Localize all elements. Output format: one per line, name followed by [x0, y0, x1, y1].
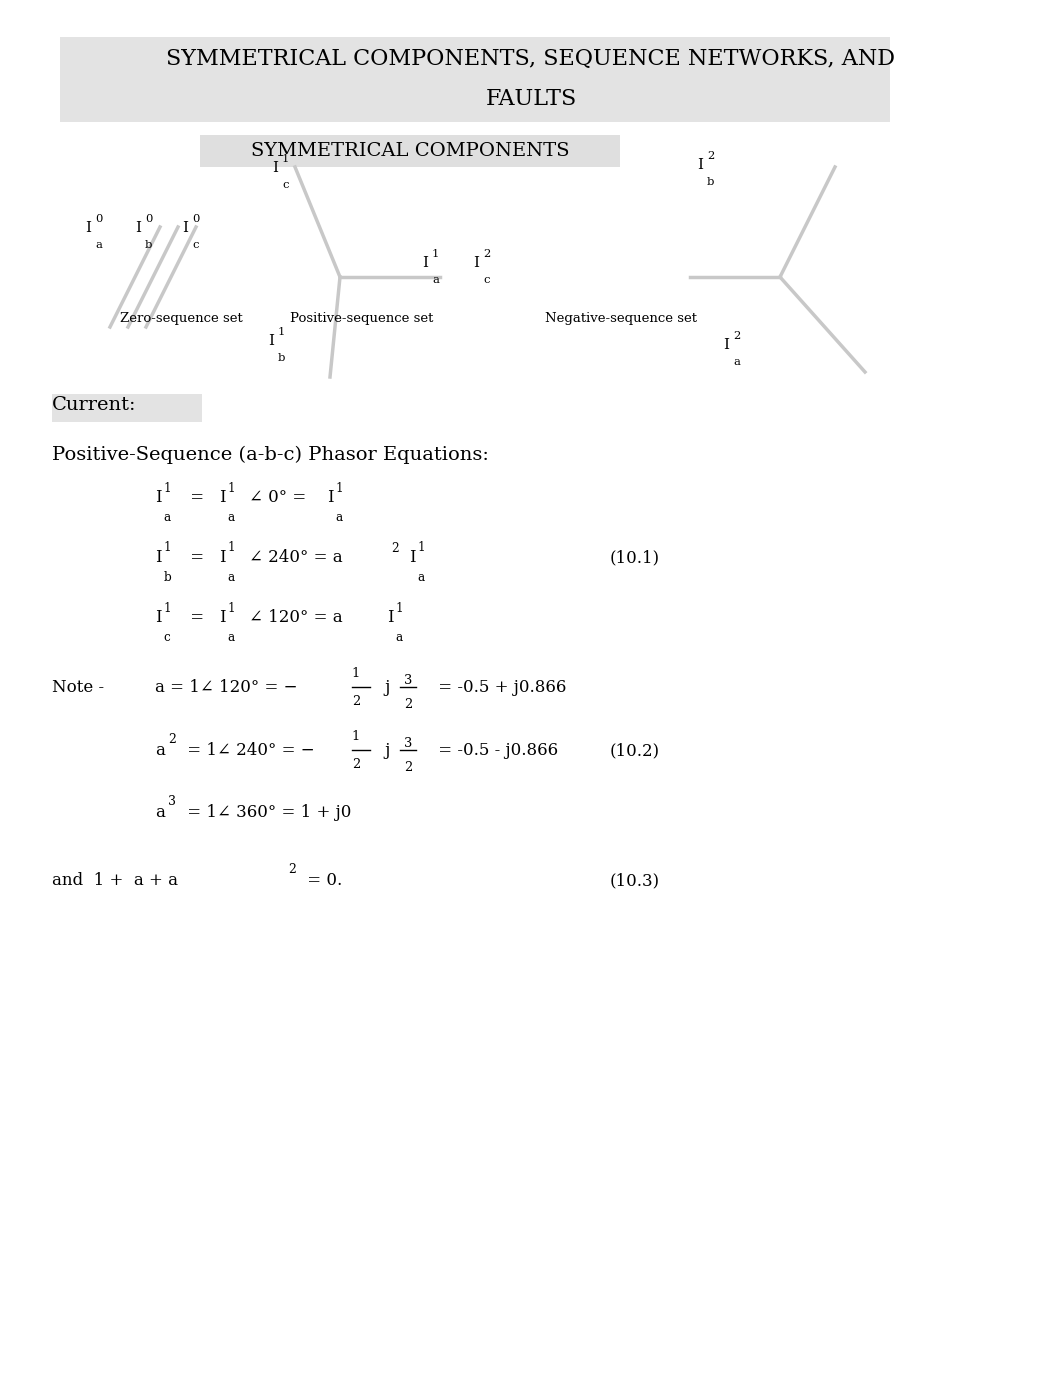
Text: 2: 2	[404, 761, 412, 774]
Text: I: I	[387, 609, 394, 627]
Text: 1: 1	[278, 326, 286, 337]
Text: I: I	[155, 489, 161, 505]
Text: 2: 2	[391, 543, 398, 555]
FancyBboxPatch shape	[200, 135, 620, 167]
Text: (10.2): (10.2)	[610, 742, 661, 759]
Text: Note -: Note -	[52, 679, 104, 695]
Text: a: a	[155, 804, 165, 821]
Text: I: I	[85, 220, 91, 235]
Text: =: =	[185, 609, 209, 627]
Text: 3: 3	[404, 737, 412, 750]
Text: 1: 1	[164, 602, 171, 614]
Text: I: I	[182, 220, 188, 235]
Text: I: I	[219, 549, 225, 566]
Text: 1: 1	[352, 666, 360, 680]
Text: I: I	[327, 489, 333, 505]
Text: I: I	[219, 489, 225, 505]
Text: 1: 1	[352, 730, 360, 744]
Text: 2: 2	[288, 863, 296, 876]
Text: = 0.: = 0.	[302, 872, 342, 890]
Text: Positive-Sequence (a-b-c) Phasor Equations:: Positive-Sequence (a-b-c) Phasor Equatio…	[52, 446, 489, 464]
Text: I: I	[473, 256, 479, 270]
Text: j: j	[380, 742, 396, 759]
FancyBboxPatch shape	[59, 37, 890, 123]
Text: I: I	[422, 256, 428, 270]
Text: a: a	[227, 571, 235, 584]
Text: b: b	[278, 353, 286, 364]
Text: 1: 1	[432, 249, 440, 259]
Text: c: c	[192, 240, 199, 251]
Text: =: =	[185, 549, 209, 566]
Text: I: I	[272, 161, 278, 175]
Text: 2: 2	[352, 757, 360, 771]
Text: 2: 2	[707, 151, 715, 161]
Text: I: I	[268, 335, 274, 348]
Text: 1: 1	[417, 541, 425, 555]
Text: 1: 1	[227, 541, 235, 555]
Text: Current:: Current:	[52, 397, 137, 414]
Text: 2: 2	[404, 698, 412, 711]
Text: 2: 2	[733, 330, 740, 341]
Text: c: c	[164, 631, 170, 644]
Text: b: b	[164, 571, 171, 584]
Text: I: I	[155, 609, 161, 627]
Text: 0: 0	[145, 213, 152, 224]
Text: I: I	[155, 549, 161, 566]
Text: c: c	[282, 180, 289, 190]
Text: = 1∠ 240° = −: = 1∠ 240° = −	[182, 742, 314, 759]
Text: a: a	[733, 357, 740, 368]
Text: b: b	[707, 178, 715, 187]
Text: b: b	[145, 240, 152, 251]
Text: c: c	[483, 275, 490, 285]
Text: a = 1∠ 120° = −: a = 1∠ 120° = −	[155, 679, 297, 695]
Text: 1: 1	[227, 602, 235, 614]
Text: a: a	[227, 511, 235, 525]
Text: and  1 +  a + a: and 1 + a + a	[52, 872, 178, 890]
Text: ∠ 120° = a: ∠ 120° = a	[249, 609, 343, 627]
Text: 1: 1	[395, 602, 404, 614]
Text: 2: 2	[168, 733, 176, 746]
Text: FAULTS: FAULTS	[485, 88, 577, 110]
Text: a: a	[227, 631, 235, 644]
Text: 3: 3	[404, 673, 412, 687]
Text: a: a	[417, 571, 425, 584]
Text: a: a	[395, 631, 402, 644]
Text: 2: 2	[352, 695, 360, 708]
Text: (10.1): (10.1)	[610, 549, 661, 566]
Text: I: I	[135, 220, 141, 235]
Text: Negative-sequence set: Negative-sequence set	[545, 313, 697, 325]
Text: ∠ 0° =: ∠ 0° =	[249, 489, 311, 505]
Text: = -0.5 + j0.866: = -0.5 + j0.866	[433, 679, 566, 695]
Text: =: =	[185, 489, 209, 505]
Text: 1: 1	[227, 482, 235, 494]
Text: a: a	[432, 275, 439, 285]
Text: I: I	[219, 609, 225, 627]
Text: 0: 0	[192, 213, 200, 224]
Text: I: I	[697, 158, 703, 172]
Text: SYMMETRICAL COMPONENTS: SYMMETRICAL COMPONENTS	[251, 142, 569, 160]
Text: a: a	[95, 240, 102, 251]
Text: Positive-sequence set: Positive-sequence set	[290, 313, 433, 325]
Text: 0: 0	[95, 213, 102, 224]
Text: a: a	[336, 511, 343, 525]
Text: SYMMETRICAL COMPONENTS, SEQUENCE NETWORKS, AND: SYMMETRICAL COMPONENTS, SEQUENCE NETWORK…	[167, 48, 895, 70]
Text: 1: 1	[282, 154, 289, 164]
Text: 2: 2	[483, 249, 491, 259]
Text: Zero-sequence set: Zero-sequence set	[120, 313, 243, 325]
Text: 1: 1	[164, 482, 171, 494]
Text: 3: 3	[168, 795, 176, 808]
Text: 1: 1	[164, 541, 171, 555]
Text: I: I	[723, 337, 729, 353]
FancyBboxPatch shape	[52, 394, 202, 421]
Text: ∠ 240° = a: ∠ 240° = a	[249, 549, 343, 566]
Text: a: a	[155, 742, 165, 759]
Text: a: a	[164, 511, 171, 525]
Text: (10.3): (10.3)	[610, 872, 661, 890]
Text: = -0.5 - j0.866: = -0.5 - j0.866	[433, 742, 559, 759]
Text: 1: 1	[336, 482, 343, 494]
Text: I: I	[409, 549, 415, 566]
Text: j: j	[380, 679, 396, 695]
Text: = 1∠ 360° = 1 + j0: = 1∠ 360° = 1 + j0	[182, 804, 352, 821]
